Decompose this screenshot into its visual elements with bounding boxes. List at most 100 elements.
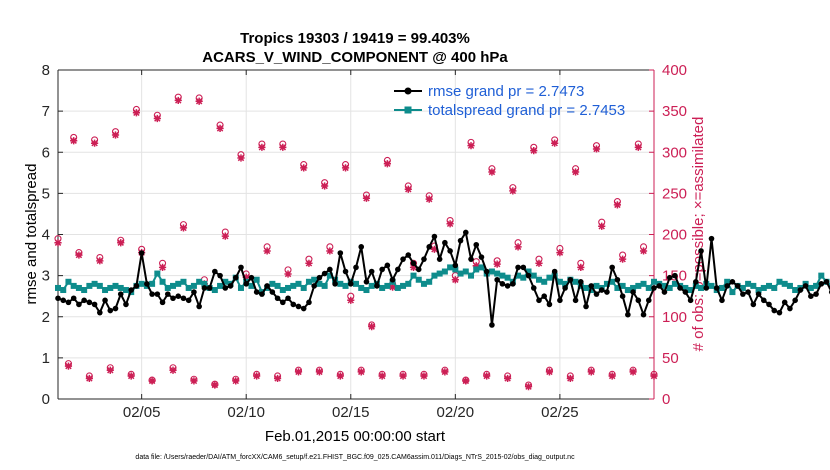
spread-point-41 bbox=[269, 280, 276, 287]
spread-point-4 bbox=[75, 284, 82, 291]
spread-point-76 bbox=[452, 266, 459, 273]
left-y-tick-label-5: 5 bbox=[42, 185, 50, 202]
obs-upper-assimilated-point-2 bbox=[111, 131, 120, 139]
spread-point-90 bbox=[525, 268, 532, 275]
rmse-point-146 bbox=[818, 281, 825, 287]
spread-point-9 bbox=[102, 287, 109, 294]
obs-upper-assimilated-point-14 bbox=[362, 194, 371, 202]
rmse-point-71 bbox=[426, 244, 432, 250]
rmse-point-26 bbox=[191, 289, 197, 295]
rmse-point-105 bbox=[604, 289, 610, 295]
left-y-tick-label-2: 2 bbox=[42, 309, 50, 326]
rmse-point-100 bbox=[578, 278, 584, 285]
rmse-point-59 bbox=[363, 278, 370, 285]
spread-point-5 bbox=[81, 287, 88, 294]
rmse-point-138 bbox=[776, 309, 783, 316]
obs-upper-assimilated-point-13 bbox=[341, 164, 350, 172]
spread-point-19 bbox=[154, 270, 161, 277]
spread-point-120 bbox=[682, 284, 689, 291]
spread-point-113 bbox=[645, 284, 652, 291]
obs-assimilated-point-52 bbox=[598, 222, 606, 230]
obs-assimilated-point-42 bbox=[493, 260, 501, 268]
spread-point-50 bbox=[316, 280, 323, 287]
rmse-point-7 bbox=[91, 301, 98, 308]
spread-point-78 bbox=[462, 268, 469, 275]
right-y-tick-label-7: 350 bbox=[662, 103, 687, 120]
rmse-point-51 bbox=[321, 270, 328, 277]
rmse-point-112 bbox=[640, 311, 647, 318]
obs-assimilated-point-5 bbox=[106, 366, 114, 374]
obs-upper-assimilated-point-12 bbox=[321, 182, 329, 190]
obs-assimilated-point-46 bbox=[535, 259, 543, 267]
rmse-point-6 bbox=[86, 299, 93, 306]
spread-point-117 bbox=[666, 284, 673, 291]
rmse-point-120 bbox=[682, 289, 689, 295]
obs-assimilated-point-3 bbox=[85, 374, 93, 383]
spread-point-7 bbox=[91, 280, 98, 287]
obs-assimilated-point-44 bbox=[514, 243, 522, 251]
spread-point-22 bbox=[170, 282, 177, 289]
spread-point-85 bbox=[499, 272, 506, 279]
obs-upper-assimilated-point-20 bbox=[488, 168, 496, 176]
obs-assimilated-point-2 bbox=[75, 251, 83, 259]
spread-point-43 bbox=[279, 287, 286, 294]
spread-point-84 bbox=[494, 270, 501, 277]
rmse-point-8 bbox=[97, 309, 103, 316]
obs-assimilated-point-43 bbox=[504, 374, 512, 383]
rmse-point-20 bbox=[159, 299, 166, 306]
rmse-point-117 bbox=[666, 274, 673, 281]
rmse-point-56 bbox=[347, 281, 354, 287]
spread-point-112 bbox=[640, 280, 647, 287]
rmse-point-88 bbox=[515, 264, 521, 271]
chart-title: Tropics 19303 / 19419 = 99.403% bbox=[240, 30, 470, 47]
rmse-point-78 bbox=[462, 229, 469, 236]
spread-point-92 bbox=[535, 276, 542, 283]
right-y-tick-label-0: 0 bbox=[662, 391, 670, 408]
rmse-point-142 bbox=[797, 287, 804, 293]
chart-subtitle: ACARS_V_WIND_COMPONENT @ 400 hPa bbox=[202, 49, 508, 66]
spread-point-134 bbox=[755, 287, 762, 294]
obs-assimilated-point-38 bbox=[451, 276, 459, 284]
rmse-point-54 bbox=[337, 250, 344, 256]
obs-assimilated-point-28 bbox=[347, 296, 355, 304]
rmse-point-119 bbox=[677, 285, 683, 291]
obs-assimilated-point-50 bbox=[577, 263, 585, 271]
rmse-point-123 bbox=[698, 248, 704, 254]
obs-upper-assimilated-point-6 bbox=[195, 97, 203, 105]
rmse-point-32 bbox=[222, 285, 229, 291]
spread-point-31 bbox=[217, 282, 224, 289]
rmse-point-69 bbox=[415, 266, 422, 273]
rmse-point-4 bbox=[76, 301, 82, 308]
rmse-point-15 bbox=[133, 283, 140, 289]
obs-assimilated-point-55 bbox=[629, 368, 637, 376]
obs-assimilated-point-36 bbox=[430, 245, 439, 253]
spread-point-138 bbox=[776, 278, 783, 285]
rmse-point-55 bbox=[342, 268, 349, 275]
obs-assimilated-point-10 bbox=[158, 263, 167, 271]
rmse-point-126 bbox=[713, 285, 720, 291]
rmse-point-62 bbox=[379, 266, 385, 273]
obs-upper-assimilated-point-27 bbox=[634, 143, 642, 151]
spread-point-1 bbox=[60, 287, 67, 294]
spread-point-83 bbox=[488, 268, 495, 275]
obs-upper-assimilated-point-8 bbox=[237, 154, 245, 162]
spread-point-97 bbox=[562, 280, 569, 287]
obs-upper-assimilated-point-26 bbox=[613, 201, 622, 209]
spread-point-106 bbox=[609, 278, 616, 285]
rmse-point-68 bbox=[410, 260, 417, 267]
obs-assimilated-point-51 bbox=[587, 368, 595, 376]
spread-point-35 bbox=[237, 284, 244, 291]
rmse-point-92 bbox=[536, 297, 542, 304]
rmse-point-144 bbox=[808, 293, 814, 299]
obs-assimilated-point-19 bbox=[253, 372, 261, 380]
legend-rmse-label: rmse grand pr = 2.7473 bbox=[428, 83, 584, 100]
obs-assimilated-point-26 bbox=[326, 247, 334, 255]
spread-point-49 bbox=[311, 276, 318, 283]
rmse-point-93 bbox=[541, 293, 548, 299]
obs-assimilated-point-23 bbox=[294, 368, 303, 376]
obs-assimilated-point-45 bbox=[524, 383, 533, 391]
rmse-point-79 bbox=[468, 256, 474, 262]
obs-upper-assimilated-point-7 bbox=[216, 124, 224, 132]
rmse-point-77 bbox=[457, 237, 464, 244]
rmse-point-141 bbox=[792, 297, 798, 304]
